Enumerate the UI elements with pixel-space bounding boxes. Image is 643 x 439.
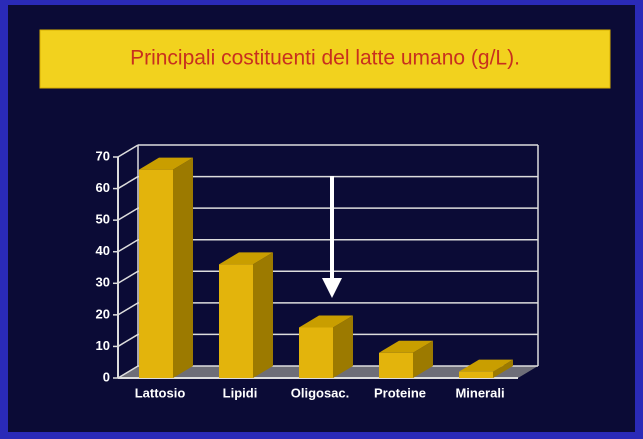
grid-line-side xyxy=(117,270,139,284)
chart: 0 10 20 30 40 50 60 70 Lattosio Lipidi Oligosac. Pr… xyxy=(96,144,539,400)
x-tick-label: Proteine xyxy=(374,385,426,400)
grid-line xyxy=(117,302,538,316)
grid-line xyxy=(117,144,538,158)
bar-top xyxy=(459,359,513,372)
bar-front xyxy=(219,264,253,378)
grid-line xyxy=(117,207,538,221)
y-tick-label: 0 xyxy=(103,369,110,384)
x-tick-label: Lattosio xyxy=(135,385,186,400)
bar-top xyxy=(379,340,433,353)
grid-line-side xyxy=(117,207,139,221)
bar xyxy=(219,252,273,378)
bar-top xyxy=(139,157,193,170)
y-tick-label: 20 xyxy=(96,306,110,321)
grid-line xyxy=(117,238,538,253)
chart-title: Principali costituenti del latte umano (… xyxy=(130,47,520,70)
x-tick-label: Minerali xyxy=(455,385,504,400)
grid-line-side xyxy=(117,144,139,158)
bar-front xyxy=(379,352,413,378)
y-tick-label: 40 xyxy=(96,243,110,258)
y-tick-label: 10 xyxy=(96,338,110,353)
grid-line xyxy=(117,270,538,284)
bar-front xyxy=(139,169,173,378)
bar-front xyxy=(459,371,493,378)
y-tick-label: 30 xyxy=(96,275,110,290)
x-tick-label: Lipidi xyxy=(223,385,258,400)
bar-top xyxy=(299,315,353,328)
bar-side xyxy=(173,157,193,378)
grid-line xyxy=(117,175,538,190)
bar xyxy=(459,359,513,378)
grid-line-side xyxy=(117,302,139,316)
grid-line-side xyxy=(117,365,139,379)
bar-side xyxy=(493,359,513,378)
y-tick-label: 70 xyxy=(96,148,110,163)
bar-side xyxy=(253,252,273,378)
bar-side xyxy=(413,340,433,378)
arrow-head xyxy=(322,278,342,298)
bar xyxy=(379,340,433,378)
bar-top xyxy=(219,252,273,265)
bar-front xyxy=(299,327,333,378)
bar-side xyxy=(333,315,353,378)
bar xyxy=(139,157,193,378)
y-tick-label: 60 xyxy=(96,180,110,195)
grid-line-side xyxy=(117,333,139,348)
arrow xyxy=(322,176,342,298)
grid-line-side xyxy=(117,175,139,190)
title-box xyxy=(39,29,611,89)
grid-line-side xyxy=(117,239,139,253)
x-tick-label: Oligosac. xyxy=(291,385,350,400)
bar xyxy=(299,315,353,378)
y-tick-label: 50 xyxy=(96,212,110,227)
